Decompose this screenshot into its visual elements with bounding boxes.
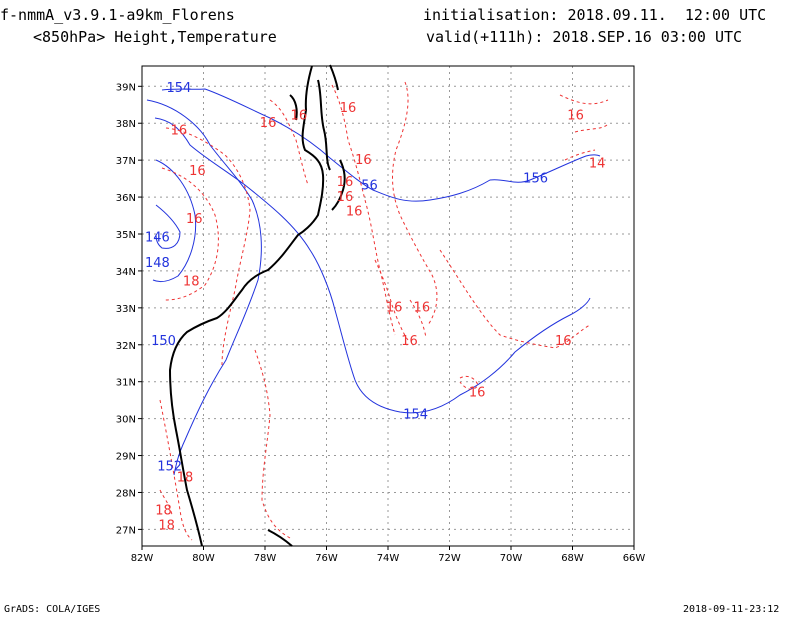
temperature-label: 16 [340,101,357,116]
height-label: 154 [403,408,428,423]
grid-lines [142,66,634,546]
lat-tick-label: 27N [116,525,136,536]
height-label: 150 [151,334,176,349]
lon-tick-label: 76W [315,553,338,564]
coastline-segment [331,159,346,211]
temperature-label: 16 [171,123,188,138]
lat-tick-label: 31N [116,378,136,389]
temperature-label: 16 [189,164,206,179]
lon-tick-label: 70W [500,553,523,564]
lat-tick-label: 37N [116,156,136,167]
temperature-contours [159,81,609,541]
lon-tick-label: 74W [377,553,400,564]
software-credit: GrADS: COLA/IGES [4,604,101,615]
temperature-contour-line [254,349,291,539]
temperature-contour-line [574,124,608,133]
lat-tick-label: 36N [116,193,136,204]
temperature-label: 16 [355,153,372,168]
lat-tick-label: 28N [116,488,136,499]
lon-tick-label: 66W [623,553,646,564]
temperature-contour-line [331,84,396,336]
temperature-contour-line [165,127,251,366]
height-contour-line [155,204,181,249]
temperature-label: 16 [567,109,584,124]
map-frame [141,65,635,547]
height-label: 146 [145,230,170,245]
height-contour-line [152,159,197,283]
temperature-label: 14 [589,157,606,172]
coastline-segment [329,64,339,91]
lon-tick-label: 78W [254,553,277,564]
lat-tick-label: 29N [116,452,136,463]
lat-tick-label: 33N [116,304,136,315]
temperature-label: 16 [386,301,403,316]
lon-tick-label: 80W [192,553,215,564]
temperature-contour-line [439,249,591,349]
lon-tick-label: 72W [438,553,461,564]
axis-ticks: 82W 80W 78W 76W 74W 72W 70W 68W 66W 39N 38N 37N 36N 3… [116,82,646,564]
temperature-contour-line [564,149,596,161]
height-label: 56 [361,179,378,194]
temperature-contour-line [374,259,409,341]
temperature-contour-line [559,94,609,105]
height-contours [146,88,601,476]
plot-timestamp: 2018-09-11-23:12 [683,604,780,615]
height-label: 148 [145,256,170,271]
lat-tick-label: 34N [116,267,136,278]
height-contour-line [146,99,262,476]
lon-tick-label: 82W [131,553,154,564]
temperature-contour-line [269,99,309,186]
temperature-label: 16 [337,175,354,190]
lat-tick-label: 39N [116,82,136,93]
temperature-label: 16 [469,385,486,400]
coastline-segment [289,94,298,121]
height-label: 156 [523,171,548,186]
temperature-label: 16 [337,190,354,205]
model-title: f-nmmA_v3.9.1-a9km_Florens [0,6,235,24]
temperature-label: 18 [183,275,200,290]
valid-time: valid(+111h): 2018.SEP.16 03:00 UTC [426,28,743,46]
lon-tick-label: 68W [561,553,584,564]
temperature-label: 18 [158,518,175,533]
coastline-segment [317,79,331,171]
lat-tick-label: 32N [116,341,136,352]
temperature-label: 16 [414,301,431,316]
lat-tick-label: 30N [116,415,136,426]
temperature-contour-line [159,489,173,516]
temperature-label: 16 [186,212,203,227]
init-time: initialisation: 2018.09.11. 12:00 UTC [423,6,767,24]
height-contour-line [161,88,601,202]
height-contour-line [154,117,591,414]
coastline-segment [267,529,293,547]
temperature-label: 16 [260,116,277,131]
height-label: 152 [157,459,182,474]
temperature-label: 16 [555,334,572,349]
height-label: 154 [166,81,191,96]
coastline-segment [168,65,325,547]
lat-tick-label: 35N [116,230,136,241]
lat-tick-label: 38N [116,119,136,130]
temperature-contour-line [159,399,193,541]
field-title: <850hPa> Height,Temperature [33,28,277,46]
temperature-label: 18 [155,504,172,519]
temperature-contour-line [392,81,438,326]
temperature-label: 16 [346,205,363,220]
temperature-contour-line [409,299,427,339]
temperature-label: 16 [291,109,308,124]
temperature-label: 16 [401,334,418,349]
coastline [168,64,346,547]
temperature-label: 18 [177,470,194,485]
temperature-contour-line [459,375,479,390]
